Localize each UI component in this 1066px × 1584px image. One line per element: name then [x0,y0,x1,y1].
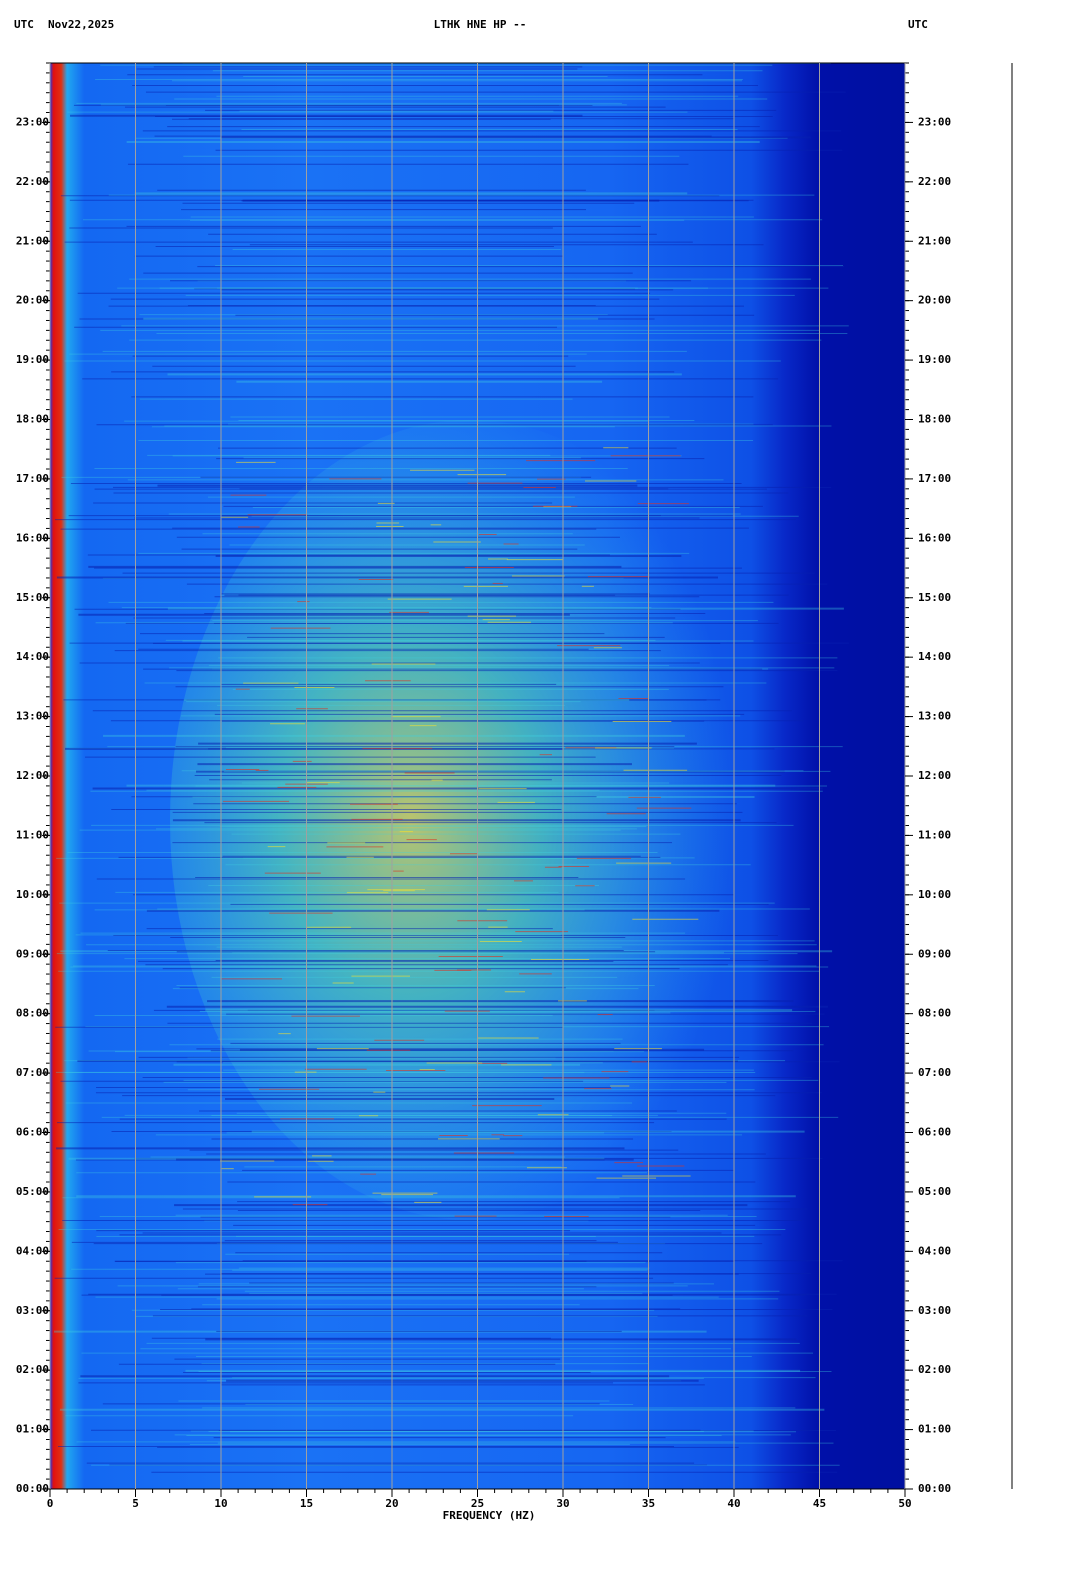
y-tick-label: 05:00 [16,1185,49,1198]
y-tick-label: 04:00 [16,1244,49,1257]
x-tick-label: 5 [132,1497,139,1510]
y-tick-label: 14:00 [16,650,49,663]
y-tick-label: 21:00 [16,234,49,247]
y-tick-label-right: 19:00 [918,353,951,366]
y-tick-label: 03:00 [16,1304,49,1317]
y-tick-label-right: 07:00 [918,1066,951,1079]
date: Nov22,2025 [48,18,114,31]
y-tick-label: 16:00 [16,531,49,544]
timezone-right: UTC [908,18,928,31]
x-tick-label: 0 [47,1497,54,1510]
y-tick-label-right: 16:00 [918,531,951,544]
y-tick-label-right: 03:00 [918,1304,951,1317]
y-tick-label: 12:00 [16,769,49,782]
y-tick-label-right: 17:00 [918,472,951,485]
x-tick-label: 25 [471,1497,484,1510]
y-tick-label-right: 22:00 [918,175,951,188]
y-tick-label: 20:00 [16,294,49,307]
y-tick-label: 23:00 [16,115,49,128]
y-tick-label-right: 10:00 [918,888,951,901]
y-tick-label: 09:00 [16,947,49,960]
y-tick-label: 22:00 [16,175,49,188]
y-tick-label-right: 06:00 [918,1126,951,1139]
y-tick-label: 07:00 [16,1066,49,1079]
y-tick-label: 19:00 [16,353,49,366]
y-tick-label: 11:00 [16,828,49,841]
y-tick-label-right: 04:00 [918,1244,951,1257]
x-tick-label: 40 [727,1497,740,1510]
x-tick-label: 15 [300,1497,313,1510]
y-tick-label-right: 21:00 [918,234,951,247]
x-tick-label: 20 [385,1497,398,1510]
y-tick-label-right: 09:00 [918,947,951,960]
x-axis-label: FREQUENCY (HZ) [443,1509,536,1522]
x-tick-label: 35 [642,1497,655,1510]
x-tick-label: 45 [813,1497,826,1510]
y-tick-label: 17:00 [16,472,49,485]
y-tick-label: 00:00 [16,1482,49,1495]
y-tick-label: 02:00 [16,1363,49,1376]
y-tick-label: 13:00 [16,710,49,723]
y-tick-label: 06:00 [16,1126,49,1139]
y-tick-label-right: 13:00 [918,710,951,723]
y-tick-label-right: 05:00 [918,1185,951,1198]
y-tick-label: 10:00 [16,888,49,901]
y-tick-label-right: 01:00 [918,1423,951,1436]
y-tick-label: 01:00 [16,1423,49,1436]
y-tick-label: 08:00 [16,1007,49,1020]
y-tick-label-right: 08:00 [918,1007,951,1020]
y-tick-label-right: 14:00 [918,650,951,663]
y-tick-label-right: 15:00 [918,591,951,604]
y-tick-label-right: 23:00 [918,115,951,128]
x-tick-label: 50 [898,1497,911,1510]
y-tick-label-right: 02:00 [918,1363,951,1376]
y-tick-label-right: 11:00 [918,828,951,841]
chart-title: LTHK HNE HP -- [434,18,527,31]
x-tick-label: 10 [214,1497,227,1510]
y-tick-label: 15:00 [16,591,49,604]
y-tick-label: 18:00 [16,413,49,426]
y-tick-label-right: 12:00 [918,769,951,782]
y-tick-label-right: 00:00 [918,1482,951,1495]
timezone-left: UTC [14,18,34,31]
y-tick-label-right: 20:00 [918,294,951,307]
x-tick-label: 30 [556,1497,569,1510]
y-tick-label-right: 18:00 [918,413,951,426]
